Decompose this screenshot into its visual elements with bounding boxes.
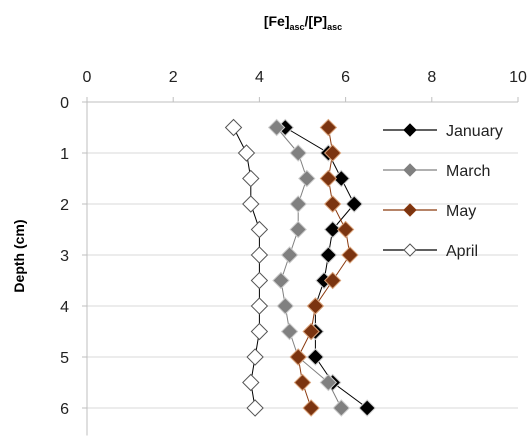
series-april [224, 118, 269, 417]
series-line-january [285, 127, 368, 409]
data-point-may-11 [302, 399, 320, 417]
x-tick-label-8: 8 [427, 69, 436, 86]
y-tick-label-2: 2 [60, 197, 69, 214]
legend-item-january: January [383, 123, 503, 140]
data-point-january-3 [345, 195, 363, 213]
data-point-april-9 [246, 348, 264, 366]
data-point-may-0 [319, 118, 338, 137]
legend-item-april: April [383, 243, 478, 260]
data-point-january-4 [323, 220, 342, 239]
x-tick-label-6: 6 [341, 69, 350, 86]
data-point-march-5 [280, 246, 299, 264]
legend-item-march: March [383, 163, 490, 180]
data-point-may-6 [323, 271, 342, 290]
data-point-march-4 [289, 220, 307, 239]
legend-marker-january [403, 123, 417, 137]
data-point-may-3 [323, 195, 342, 213]
data-point-march-8 [280, 322, 299, 341]
x-axis-title-subscript-1: asc [290, 22, 305, 32]
x-tick-label-4: 4 [255, 69, 264, 86]
data-point-january-2 [332, 169, 350, 188]
data-point-may-10 [293, 373, 312, 392]
x-tick-label-10: 10 [509, 69, 527, 86]
data-point-april-0 [224, 118, 243, 137]
data-point-april-8 [250, 322, 269, 341]
data-point-april-3 [242, 195, 260, 213]
series-line-april [233, 127, 260, 409]
y-tick-label-6: 6 [60, 401, 69, 418]
data-point-may-2 [319, 169, 338, 188]
data-point-april-5 [250, 246, 269, 264]
x-tick-label-0: 0 [83, 69, 92, 86]
data-point-april-10 [242, 373, 260, 392]
data-point-march-10 [319, 373, 338, 392]
y-tick-label-3: 3 [60, 248, 69, 265]
data-point-april-7 [250, 297, 269, 315]
legend-item-may: May [383, 203, 476, 220]
data-point-april-4 [250, 220, 269, 239]
y-axis-title: Depth (cm) [11, 219, 27, 292]
legend-marker-march [403, 163, 417, 177]
y-tick-label-5: 5 [60, 350, 69, 367]
series-january [276, 118, 376, 417]
data-point-march-3 [289, 195, 307, 213]
y-tick-label-4: 4 [60, 299, 69, 316]
data-point-march-2 [298, 169, 316, 188]
y-tick-label-1: 1 [60, 146, 69, 163]
data-point-january-9 [306, 348, 325, 366]
data-point-may-9 [289, 348, 307, 366]
legend-marker-may [403, 203, 417, 217]
data-point-april-11 [246, 399, 264, 417]
data-point-march-7 [276, 297, 294, 315]
data-point-april-1 [237, 144, 256, 162]
data-point-march-0 [267, 118, 286, 137]
series-line-may [297, 127, 351, 409]
legend: January March May April [383, 123, 503, 260]
data-point-may-8 [302, 322, 320, 341]
series-layer [224, 118, 376, 417]
data-point-april-2 [242, 169, 260, 188]
legend-label-march: March [446, 163, 490, 180]
x-axis-title: [Fe]asc/[P]asc [264, 13, 342, 32]
legend-label-april: April [446, 243, 478, 260]
data-point-march-6 [272, 271, 290, 290]
data-point-may-7 [306, 297, 325, 315]
legend-label-january: January [446, 123, 503, 140]
series-line-march [276, 127, 342, 409]
data-point-may-4 [336, 220, 355, 239]
data-point-march-1 [289, 144, 307, 162]
data-point-january-11 [358, 399, 376, 417]
series-march [267, 118, 350, 417]
data-point-january-5 [319, 246, 338, 264]
data-point-march-11 [332, 399, 350, 417]
data-point-may-1 [323, 144, 342, 162]
data-point-april-6 [250, 271, 269, 290]
axis-layer: 0 2 4 6 8 10 0 1 2 3 4 5 6 [60, 69, 527, 436]
legend-marker-april [403, 243, 417, 257]
x-axis-title-part-1: [Fe] [264, 13, 290, 29]
y-tick-label-0: 0 [60, 95, 69, 112]
legend-label-may: May [446, 203, 476, 220]
data-point-may-5 [341, 246, 359, 264]
x-axis-title-subscript-2: asc [327, 22, 342, 32]
x-tick-label-2: 2 [169, 69, 178, 86]
x-axis-title-part-2: /[P] [305, 13, 328, 29]
series-may [289, 118, 359, 417]
